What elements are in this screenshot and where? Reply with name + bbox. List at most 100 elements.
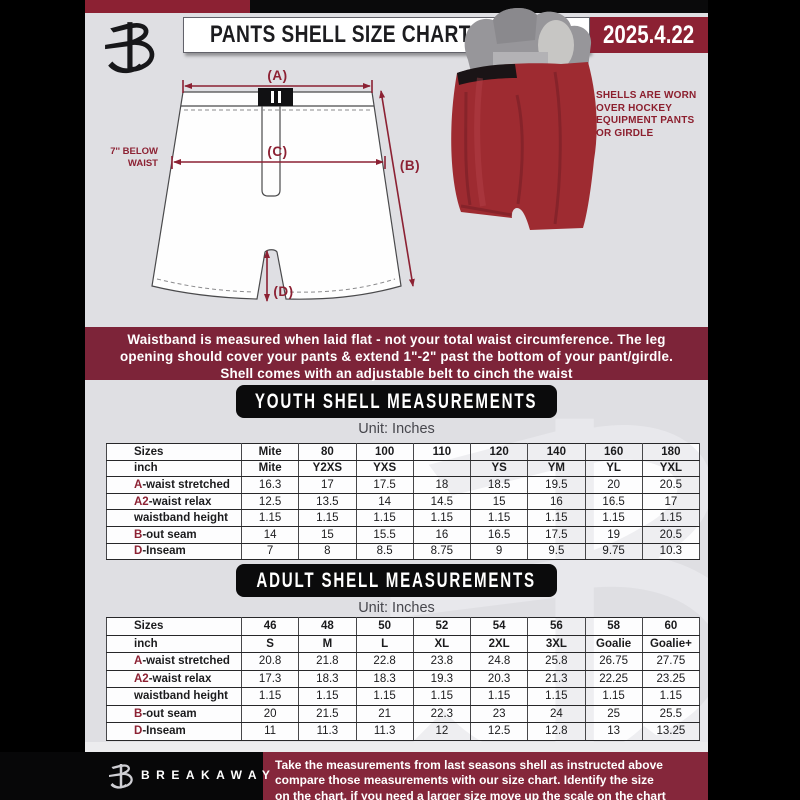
row-label-prefix: A <box>134 478 143 491</box>
header-cell: 110 <box>412 443 472 461</box>
value-cell <box>412 459 472 478</box>
value-cell: 1.15 <box>469 687 529 706</box>
header-cell: 52 <box>412 617 472 636</box>
value-cell: 22.8 <box>355 652 414 671</box>
document: PANTS SHELL SIZE CHART 2025.4.22 <box>85 0 708 800</box>
value-cell: YS <box>469 459 529 478</box>
youth-banner-title: YOUTH SHELL MEASUREMENTS <box>255 389 538 413</box>
value-cell: 8.75 <box>412 542 472 561</box>
value-cell: 16.5 <box>469 525 529 544</box>
value-cell: 9.75 <box>584 542 643 561</box>
value-cell: 15.5 <box>355 525 414 544</box>
row-label-prefix: A2 <box>134 495 149 508</box>
adult-section-banner: ADULT SHELL MEASUREMENTS <box>236 564 557 597</box>
value-cell: 8.5 <box>355 542 414 561</box>
value-cell: 22.3 <box>412 704 472 723</box>
youth-section-banner: YOUTH SHELL MEASUREMENTS <box>236 385 557 418</box>
table-row: inch Mite Y2XS YXS YS YM YL YXL <box>106 459 701 478</box>
value-cell: 13.25 <box>641 722 701 741</box>
header-cell: Sizes <box>106 617 242 636</box>
text-line: on the chart, if you need a larger size … <box>275 788 666 800</box>
table-row: D-Inseam 11 11.3 11.3 12 12.5 12.8 13 13.25 <box>106 722 701 741</box>
text-line: opening should cover your pants & extend… <box>119 348 674 364</box>
row-label-prefix: B <box>134 528 143 541</box>
shell-measurement-diagram <box>151 7 597 302</box>
row-label: inch <box>106 459 242 478</box>
table-row: B-out seam 14 15 15.5 16 16.5 17.5 19 20.5 <box>106 525 701 544</box>
value-cell: 11.3 <box>298 722 357 741</box>
shell-photo-note: SHELLS ARE WORN OVER HOCKEY EQUIPMENT PANT… <box>596 90 706 140</box>
header-cell: Sizes <box>106 443 242 461</box>
value-cell: 17.3 <box>240 669 300 688</box>
value-cell: M <box>298 634 357 653</box>
measure-label-c: (C) <box>267 144 288 159</box>
value-cell: 25 <box>584 704 643 723</box>
below-waist-note: 7'' BELOW WAIST <box>93 146 158 169</box>
date: 2025.4.22 <box>603 20 695 49</box>
adult-banner-title: ADULT SHELL MEASUREMENTS <box>256 568 537 592</box>
shell-photo <box>451 7 597 230</box>
value-cell: 12 <box>412 722 472 741</box>
value-cell: Goalie+ <box>641 634 701 653</box>
text-line: OVER HOCKEY <box>596 102 673 114</box>
value-cell: 20.5 <box>641 476 701 494</box>
value-cell: S <box>240 634 300 653</box>
measure-label-a: (A) <box>267 68 288 83</box>
value-cell: 16.5 <box>584 492 643 511</box>
value-cell: Mite <box>240 459 300 478</box>
header-cell: 60 <box>641 617 701 636</box>
value-cell: 23.25 <box>641 669 701 688</box>
value-cell: 19 <box>584 525 643 544</box>
value-cell: XL <box>412 634 472 653</box>
table-row: A-waist stretched 20.8 21.8 22.8 23.8 24.8 25.… <box>106 652 701 671</box>
table-row: inch S M L XL 2XL 3XL Goalie Goalie+ <box>106 634 701 653</box>
row-label: waistband height <box>106 687 242 706</box>
value-cell: 17.5 <box>355 476 414 494</box>
value-cell: 1.15 <box>584 509 643 527</box>
header-cell: 48 <box>298 617 357 636</box>
value-cell: YL <box>584 459 643 478</box>
value-cell: 12.5 <box>240 492 300 511</box>
value-cell: 11.3 <box>355 722 414 741</box>
value-cell: 20.5 <box>641 525 701 544</box>
value-cell: 23.8 <box>412 652 472 671</box>
value-cell: 13 <box>584 722 643 741</box>
value-cell: 14.5 <box>412 492 472 511</box>
value-cell: 3XL <box>527 634 586 653</box>
adult-unit-label: Unit: Inches <box>358 600 435 616</box>
header-cell: 160 <box>584 443 643 461</box>
youth-unit-label: Unit: Inches <box>358 421 435 437</box>
value-cell: 15 <box>469 492 529 511</box>
value-cell: 20.8 <box>240 652 300 671</box>
value-cell: 9.5 <box>527 542 586 561</box>
value-cell: 1.15 <box>355 509 414 527</box>
value-cell: 17.5 <box>527 525 586 544</box>
text-line: SHELLS ARE WORN <box>596 90 697 101</box>
table-row: D-Inseam 7 8 8.5 8.75 9 9.5 9.75 10.3 <box>106 542 701 561</box>
top-strip-accent <box>85 0 250 13</box>
text-line: 7'' BELOW <box>110 146 158 157</box>
value-cell: 23 <box>469 704 529 723</box>
table-row: A-waist stretched 16.3 17 17.5 18 18.5 19.5 20 2… <box>106 476 701 494</box>
value-cell: 26.75 <box>584 652 643 671</box>
value-cell: 1.15 <box>641 687 701 706</box>
table-row: waistband height 1.15 1.15 1.15 1.15 1.15 1.15… <box>106 687 701 706</box>
row-label-prefix: D <box>134 545 143 558</box>
value-cell: 1.15 <box>355 687 414 706</box>
value-cell: 21.8 <box>298 652 357 671</box>
date-box: 2025.4.22 <box>590 17 708 53</box>
value-cell: 17 <box>298 476 357 494</box>
value-cell: 7 <box>240 542 300 561</box>
breakaway-logo-icon <box>103 18 161 76</box>
value-cell: 18.3 <box>298 669 357 688</box>
footer-instructions: Take the measurements from last seasons … <box>263 752 708 800</box>
row-label-prefix: A <box>134 655 143 668</box>
text-line: EQUIPMENT PANTS <box>596 115 695 126</box>
header-cell: 180 <box>641 443 701 461</box>
value-cell: 15 <box>298 525 357 544</box>
row-label: inch <box>106 634 242 653</box>
measure-arrows <box>171 80 415 302</box>
value-cell: 1.15 <box>584 687 643 706</box>
text-line: OR GIRDLE <box>596 127 654 139</box>
